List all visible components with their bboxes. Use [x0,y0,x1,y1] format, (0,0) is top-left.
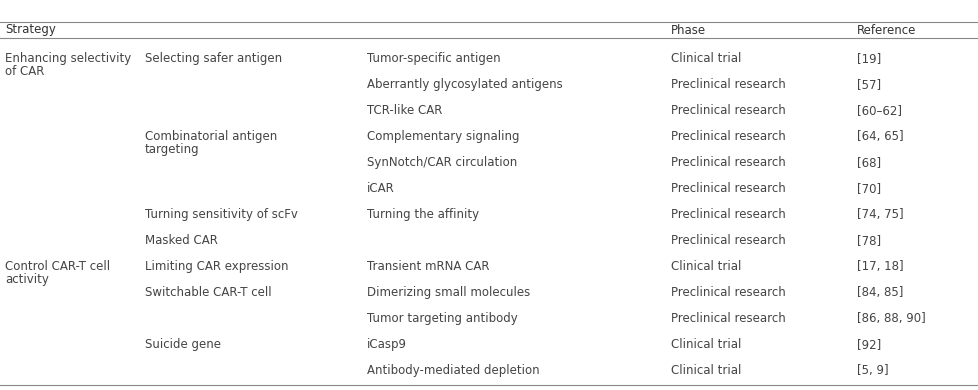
Text: [70]: [70] [856,182,880,195]
Text: Antibody-mediated depletion: Antibody-mediated depletion [367,364,539,377]
Text: Tumor-specific antigen: Tumor-specific antigen [367,52,500,65]
Text: Suicide gene: Suicide gene [145,338,221,351]
Text: activity: activity [5,273,49,286]
Text: Turning the affinity: Turning the affinity [367,208,479,221]
Text: Phase: Phase [670,23,705,37]
Text: Turning sensitivity of scFv: Turning sensitivity of scFv [145,208,297,221]
Text: [68]: [68] [856,156,880,169]
Text: Tumor targeting antibody: Tumor targeting antibody [367,312,517,325]
Text: [19]: [19] [856,52,880,65]
Text: Selecting safer antigen: Selecting safer antigen [145,52,282,65]
Text: SynNotch/CAR circulation: SynNotch/CAR circulation [367,156,516,169]
Text: TCR-like CAR: TCR-like CAR [367,104,442,117]
Text: Strategy: Strategy [5,23,56,37]
Text: Preclinical research: Preclinical research [670,208,784,221]
Text: Clinical trial: Clinical trial [670,338,740,351]
Text: Preclinical research: Preclinical research [670,156,784,169]
Text: Clinical trial: Clinical trial [670,364,740,377]
Text: [5, 9]: [5, 9] [856,364,887,377]
Text: Preclinical research: Preclinical research [670,286,784,299]
Text: [92]: [92] [856,338,880,351]
Text: [86, 88, 90]: [86, 88, 90] [856,312,924,325]
Text: [64, 65]: [64, 65] [856,130,903,143]
Text: [74, 75]: [74, 75] [856,208,903,221]
Text: Switchable CAR-T cell: Switchable CAR-T cell [145,286,271,299]
Text: Preclinical research: Preclinical research [670,104,784,117]
Text: Transient mRNA CAR: Transient mRNA CAR [367,260,489,273]
Text: Combinatorial antigen: Combinatorial antigen [145,130,277,143]
Text: targeting: targeting [145,143,200,156]
Text: Clinical trial: Clinical trial [670,52,740,65]
Text: Limiting CAR expression: Limiting CAR expression [145,260,289,273]
Text: Preclinical research: Preclinical research [670,78,784,91]
Text: [17, 18]: [17, 18] [856,260,903,273]
Text: iCasp9: iCasp9 [367,338,407,351]
Text: Preclinical research: Preclinical research [670,182,784,195]
Text: [57]: [57] [856,78,880,91]
Text: Masked CAR: Masked CAR [145,234,217,247]
Text: [78]: [78] [856,234,880,247]
Text: Enhancing selectivity: Enhancing selectivity [5,52,131,65]
Text: of CAR: of CAR [5,65,44,78]
Text: Preclinical research: Preclinical research [670,312,784,325]
Text: Dimerizing small molecules: Dimerizing small molecules [367,286,530,299]
Text: [60–62]: [60–62] [856,104,901,117]
Text: Complementary signaling: Complementary signaling [367,130,519,143]
Text: Clinical trial: Clinical trial [670,260,740,273]
Text: Control CAR-T cell: Control CAR-T cell [5,260,110,273]
Text: Reference: Reference [856,23,915,37]
Text: Aberrantly glycosylated antigens: Aberrantly glycosylated antigens [367,78,562,91]
Text: [84, 85]: [84, 85] [856,286,902,299]
Text: iCAR: iCAR [367,182,394,195]
Text: Preclinical research: Preclinical research [670,130,784,143]
Text: Preclinical research: Preclinical research [670,234,784,247]
